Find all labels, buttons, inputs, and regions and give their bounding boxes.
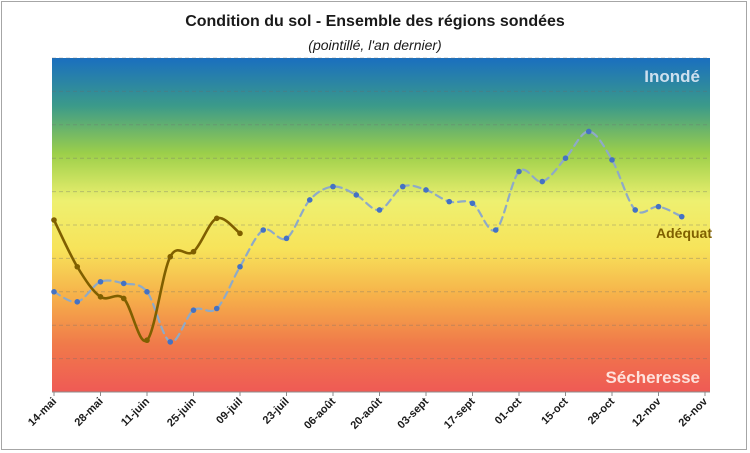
x-tick-label: 15-oct (539, 395, 571, 427)
data-point (423, 187, 429, 193)
data-point (609, 157, 615, 163)
y-tick-label: 70 (35, 154, 44, 163)
data-point (539, 178, 546, 185)
x-tick-label: 17-sept (442, 395, 478, 431)
data-point (74, 263, 81, 270)
data-point (51, 289, 57, 295)
data-point (120, 280, 127, 287)
data-point (237, 263, 243, 270)
y-tick-label: 0 (40, 388, 45, 397)
x-tick-label: 23-juil (261, 396, 292, 427)
data-point (399, 183, 406, 190)
y-tick-label: 10 (35, 355, 44, 364)
data-point (74, 299, 81, 305)
data-point (144, 289, 150, 295)
series-last-year (51, 128, 685, 345)
series-line-dashed (52, 130, 683, 344)
data-point (167, 253, 174, 260)
x-tick-label: 03-sept (395, 395, 431, 431)
data-point (237, 230, 243, 237)
y-tick-labels: 0 10 20 30 40 50 60 70 80 90 100 (31, 54, 45, 397)
data-point (655, 203, 662, 210)
series-layer (51, 128, 685, 345)
data-point (190, 248, 197, 255)
band-label-drought: Sécheresse (605, 368, 700, 387)
x-tick-label: 12-nov (630, 395, 664, 429)
data-point (562, 155, 569, 161)
data-point (144, 337, 150, 344)
data-point (446, 198, 453, 205)
data-point (492, 227, 499, 233)
data-point (632, 207, 639, 213)
data-point (283, 235, 290, 242)
data-point (306, 197, 313, 203)
y-tick-label: 80 (35, 121, 44, 130)
chart-title: Condition du sol - Ensemble des régions … (185, 13, 565, 30)
x-tick-label: 14-mai (26, 396, 59, 429)
data-point (120, 295, 127, 302)
series-current-year (51, 215, 243, 344)
x-tick-label: 01-oct (493, 395, 525, 427)
data-point (97, 294, 104, 300)
y-tick-label: 90 (35, 87, 44, 96)
x-tick-label: 09-juil (214, 396, 245, 427)
data-point (167, 339, 174, 345)
data-point (97, 278, 104, 285)
y-tick-label: 100 (31, 54, 45, 63)
data-point (585, 128, 592, 135)
data-point (51, 217, 57, 223)
chart-subtitle: (pointillé, l'an dernier) (308, 37, 442, 53)
x-tick-label: 29-oct (586, 395, 618, 427)
data-point (190, 307, 197, 313)
data-point (330, 183, 336, 190)
data-point (353, 192, 360, 198)
data-point (213, 305, 220, 312)
y-tick-label: 60 (35, 188, 44, 197)
y-tick-label: 30 (35, 288, 44, 297)
data-point (260, 227, 267, 233)
data-point (469, 200, 476, 207)
data-point (516, 168, 522, 175)
x-tick-label: 06-août (302, 395, 338, 431)
x-tick-label: 20-août (348, 395, 384, 431)
band-label-adequate: Adéquat (656, 225, 712, 241)
data-point (678, 213, 685, 220)
y-tick-label: 20 (35, 321, 44, 330)
x-tick-labels: 14-mai 28-mai 11-juin 25-juin 09-juil 23-juil… (26, 392, 711, 432)
data-point (213, 215, 220, 222)
y-tick-label: 50 (35, 221, 44, 230)
x-tick-label: 26-nov (677, 395, 711, 429)
plot-background (52, 58, 710, 392)
gridlines (52, 57, 710, 360)
data-point (376, 207, 383, 213)
band-label-flooded: Inondé (644, 67, 700, 86)
x-tick-label: 11-juin (119, 395, 152, 428)
y-tick-label: 40 (35, 254, 44, 263)
x-tick-label: 25-juin (165, 395, 199, 429)
x-tick-label: 28-mai (72, 396, 105, 429)
